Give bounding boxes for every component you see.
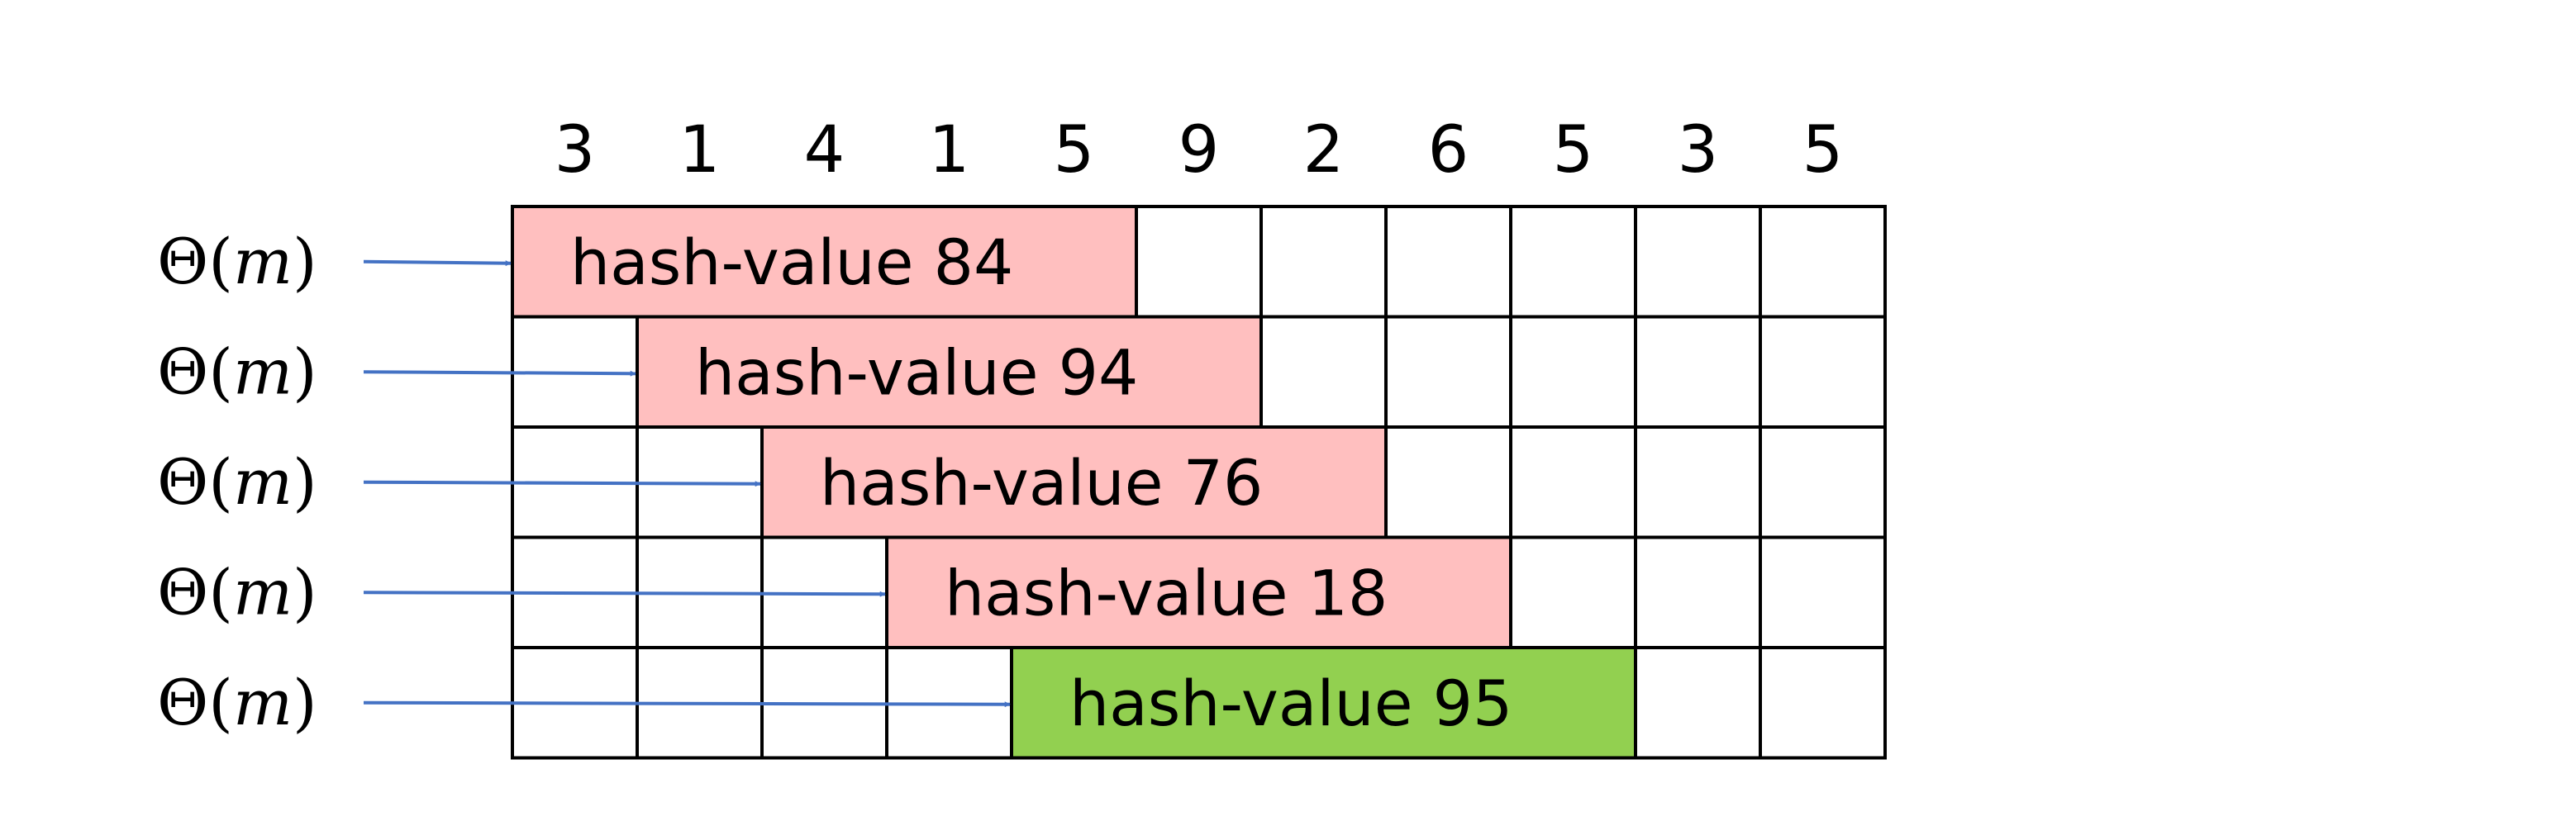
hash-window-2 xyxy=(760,425,1388,539)
hash-window-4 xyxy=(1010,646,1637,760)
arrow-2 xyxy=(363,480,761,487)
grid-row-3: hash-value 18 xyxy=(511,535,1887,649)
digit-sequence: 3 1 4 1 5 9 2 6 5 3 5 xyxy=(555,113,1844,188)
grid-cell xyxy=(1759,425,1887,539)
grid-cell xyxy=(1384,205,1512,319)
digit-9: 3 xyxy=(1678,113,1719,188)
digit-7: 6 xyxy=(1428,113,1469,188)
grid-cell xyxy=(1509,205,1637,319)
grid-cell xyxy=(1384,425,1512,539)
grid-cell xyxy=(1759,646,1887,760)
arrow-1 xyxy=(363,370,636,377)
digit-0: 3 xyxy=(555,113,596,188)
cost-label-4: Θ(𝑚) xyxy=(157,666,317,739)
hash-window-1 xyxy=(636,315,1263,429)
arrow-0 xyxy=(363,259,512,267)
digit-10: 5 xyxy=(1802,113,1844,188)
digit-3: 1 xyxy=(929,113,970,188)
grid-row-0: hash-value 84 xyxy=(511,205,1887,319)
arrow-3 xyxy=(363,591,886,597)
digit-6: 2 xyxy=(1303,113,1345,188)
grid-row-2: hash-value 76 xyxy=(511,425,1887,539)
grid-rows: hash-value 84 hash-value 94 hash-value 76 h… xyxy=(511,205,1887,760)
grid-cell xyxy=(1135,205,1263,319)
hash-window-3 xyxy=(885,535,1512,649)
cost-label-1: Θ(𝑚) xyxy=(157,335,317,408)
grid-cell xyxy=(1634,535,1762,649)
grid-cell xyxy=(1634,425,1762,539)
grid-cell xyxy=(1759,205,1887,319)
grid-cell xyxy=(1509,535,1637,649)
grid-cell xyxy=(1759,315,1887,429)
hash-value-label-3: hash-value 18 xyxy=(945,556,1388,629)
grid-row-1: hash-value 94 xyxy=(511,315,1887,429)
grid-cell xyxy=(1759,535,1887,649)
grid-cell xyxy=(1634,205,1762,319)
arrows xyxy=(363,259,1011,708)
digit-8: 5 xyxy=(1553,113,1594,188)
hash-value-label-1: hash-value 94 xyxy=(695,335,1138,409)
cost-label-3: Θ(𝑚) xyxy=(157,555,317,629)
digit-2: 4 xyxy=(804,113,845,188)
hash-value-label-4: hash-value 95 xyxy=(1069,667,1512,740)
grid-cell xyxy=(1384,315,1512,429)
cost-labels: Θ(𝑚) Θ(𝑚) Θ(𝑚) Θ(𝑚) Θ(𝑚) xyxy=(157,225,317,739)
cost-label-0: Θ(𝑚) xyxy=(157,225,317,298)
grid-cell xyxy=(1259,315,1388,429)
digit-4: 5 xyxy=(1054,113,1095,188)
digit-1: 1 xyxy=(679,113,721,188)
hash-value-label-2: hash-value 76 xyxy=(820,446,1263,520)
grid-cell xyxy=(1634,646,1762,760)
digit-5: 9 xyxy=(1178,113,1220,188)
grid-cell xyxy=(1509,425,1637,539)
grid-cell xyxy=(1634,315,1762,429)
grid-cell xyxy=(1509,315,1637,429)
arrow-4 xyxy=(363,700,1011,708)
grid-cell xyxy=(1259,205,1388,319)
cost-label-2: Θ(𝑚) xyxy=(157,445,317,519)
hash-value-label-0: hash-value 84 xyxy=(570,225,1013,299)
